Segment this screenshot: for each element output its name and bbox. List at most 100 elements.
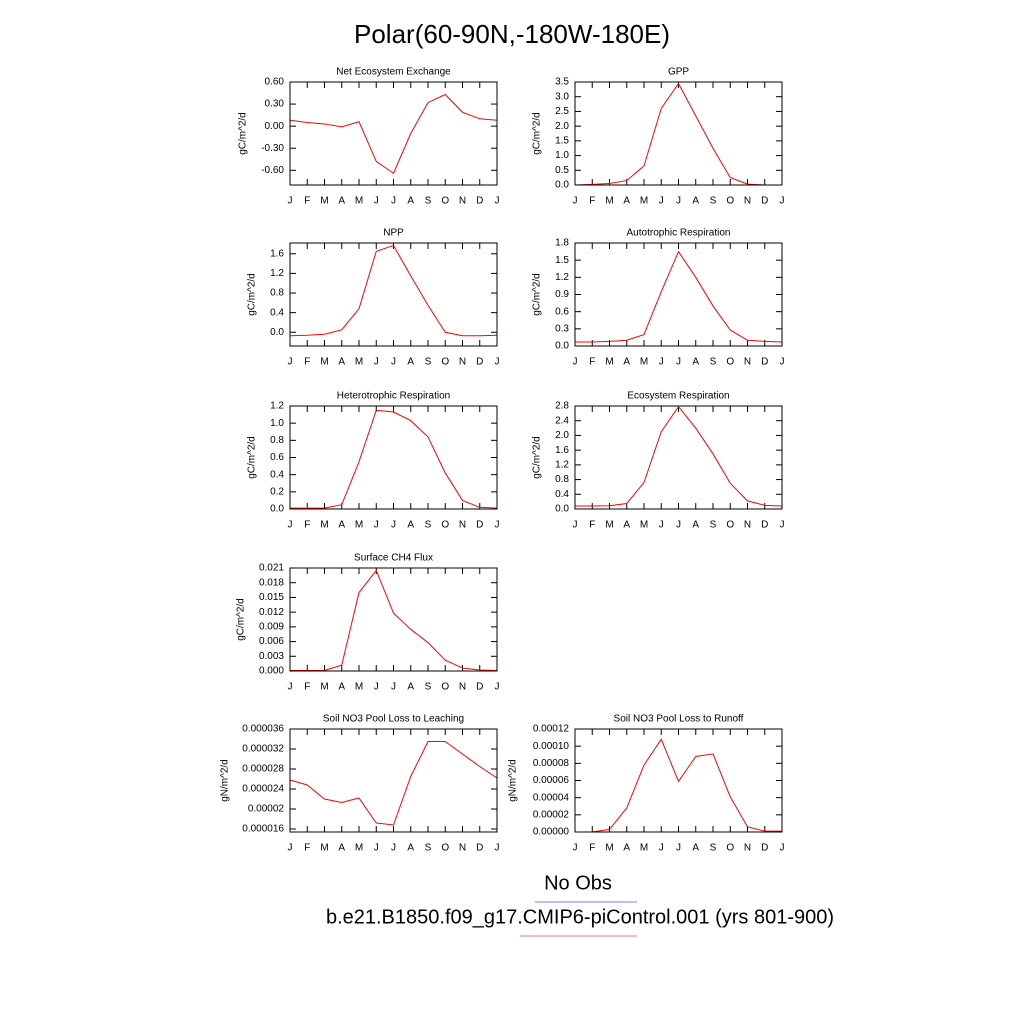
x-tick-label: J — [659, 357, 664, 368]
x-tick-label: N — [744, 520, 751, 531]
data-line — [290, 409, 498, 509]
y-tick-label: -0.30 — [261, 143, 284, 154]
x-tick-label: J — [288, 196, 293, 207]
x-tick-label: M — [640, 196, 648, 207]
x-tick-label: D — [476, 196, 483, 207]
x-tick-label: N — [744, 196, 751, 207]
x-tick-label: M — [605, 357, 613, 368]
y-tick-label: 0.30 — [265, 99, 285, 110]
x-tick-label: F — [304, 357, 310, 368]
panel-title: Soil NO3 Pool Loss to Leaching — [323, 714, 464, 725]
x-tick-label: N — [459, 357, 466, 368]
panel-title: Soil NO3 Pool Loss to Runoff — [614, 714, 744, 725]
y-tick-label: 0.4 — [555, 489, 569, 500]
x-tick-label: A — [407, 357, 414, 368]
panel-title: Autotrophic Respiration — [627, 228, 731, 239]
y-tick-label: 0.8 — [270, 288, 284, 299]
x-tick-label: M — [320, 520, 328, 531]
y-tick-label: 0.00 — [265, 121, 285, 132]
x-tick-label: D — [761, 843, 768, 854]
x-tick-label: F — [589, 196, 595, 207]
y-tick-label: 1.2 — [555, 459, 569, 470]
x-tick-label: J — [374, 196, 379, 207]
x-tick-label: M — [320, 682, 328, 693]
x-tick-label: J — [391, 682, 396, 693]
data-line — [289, 741, 498, 826]
x-tick-label: J — [495, 196, 500, 207]
y-axis-label: gC/m^2/d — [247, 273, 258, 316]
y-axis-label: gC/m^2/d — [236, 598, 247, 641]
figure-title: Polar(60-90N,-180W-180E) — [354, 19, 670, 49]
x-tick-label: J — [391, 357, 396, 368]
x-tick-label: O — [441, 682, 449, 693]
x-tick-label: J — [374, 357, 379, 368]
x-tick-label: M — [640, 520, 648, 531]
x-tick-label: J — [495, 357, 500, 368]
y-tick-label: 2.0 — [555, 121, 569, 132]
y-axis-label: gC/m^2/d — [532, 436, 543, 479]
y-tick-label: 3.0 — [555, 91, 569, 102]
y-axis-label: gN/m^2/d — [220, 759, 231, 802]
x-tick-label: J — [676, 196, 681, 207]
x-tick-label: M — [605, 843, 613, 854]
y-tick-label: 0.000032 — [242, 744, 284, 755]
x-tick-label: A — [407, 843, 414, 854]
y-tick-label: 0.000 — [259, 666, 284, 677]
y-tick-label: 0.8 — [270, 435, 284, 446]
x-tick-label: A — [407, 196, 414, 207]
y-tick-label: 0.60 — [265, 77, 285, 88]
x-tick-label: A — [623, 843, 630, 854]
y-tick-label: 1.0 — [270, 418, 284, 429]
y-tick-label: 0.6 — [270, 452, 284, 463]
panel-title: NPP — [383, 228, 404, 239]
y-axis-label: gC/m^2/d — [247, 436, 258, 479]
x-tick-label: O — [441, 843, 449, 854]
x-tick-label: A — [407, 682, 414, 693]
y-tick-label: 0.0 — [555, 180, 569, 191]
x-tick-label: J — [780, 196, 785, 207]
x-tick-label: D — [476, 520, 483, 531]
y-tick-label: 0.00004 — [533, 792, 570, 803]
data-line — [575, 405, 783, 507]
y-axis-label: gC/m^2/d — [532, 112, 543, 155]
y-tick-label: 0.4 — [270, 469, 284, 480]
y-tick-label: 0.015 — [259, 592, 284, 603]
x-tick-label: J — [659, 520, 664, 531]
x-tick-label: D — [476, 843, 483, 854]
x-tick-label: A — [692, 196, 699, 207]
x-tick-label: S — [710, 520, 717, 531]
x-tick-label: S — [710, 357, 717, 368]
y-tick-label: 0.0 — [270, 327, 284, 338]
legend-label: b.e21.B1850.f09_g17.CMIP6-piControl.001 … — [326, 906, 834, 928]
y-tick-label: 1.0 — [555, 150, 569, 161]
x-tick-label: O — [441, 520, 449, 531]
x-tick-label: A — [692, 843, 699, 854]
x-tick-label: J — [780, 357, 785, 368]
plot-frame — [574, 81, 783, 186]
x-tick-label: J — [374, 520, 379, 531]
x-tick-label: J — [374, 682, 379, 693]
x-tick-label: O — [726, 196, 734, 207]
y-tick-label: 0.021 — [259, 563, 284, 574]
y-axis-label: gC/m^2/d — [238, 112, 249, 155]
x-tick-label: N — [459, 196, 466, 207]
x-tick-label: M — [355, 682, 363, 693]
x-tick-label: N — [459, 682, 466, 693]
y-tick-label: 0.009 — [259, 621, 284, 632]
x-tick-label: F — [304, 196, 310, 207]
x-tick-label: J — [288, 520, 293, 531]
y-tick-label: 0.00002 — [248, 804, 285, 815]
x-tick-label: J — [573, 843, 578, 854]
x-tick-label: M — [640, 843, 648, 854]
data-line — [289, 244, 498, 337]
y-tick-label: 0.006 — [259, 636, 284, 647]
panel-title: Surface CH4 Flux — [354, 553, 433, 564]
y-tick-label: 0.0 — [555, 504, 569, 515]
panel-title: GPP — [668, 67, 689, 78]
y-axis-label: gN/m^2/d — [508, 759, 519, 802]
x-tick-label: J — [288, 843, 293, 854]
plot-frame — [289, 242, 498, 347]
x-tick-label: J — [573, 196, 578, 207]
x-tick-label: F — [589, 357, 595, 368]
plot-frame — [574, 242, 783, 347]
